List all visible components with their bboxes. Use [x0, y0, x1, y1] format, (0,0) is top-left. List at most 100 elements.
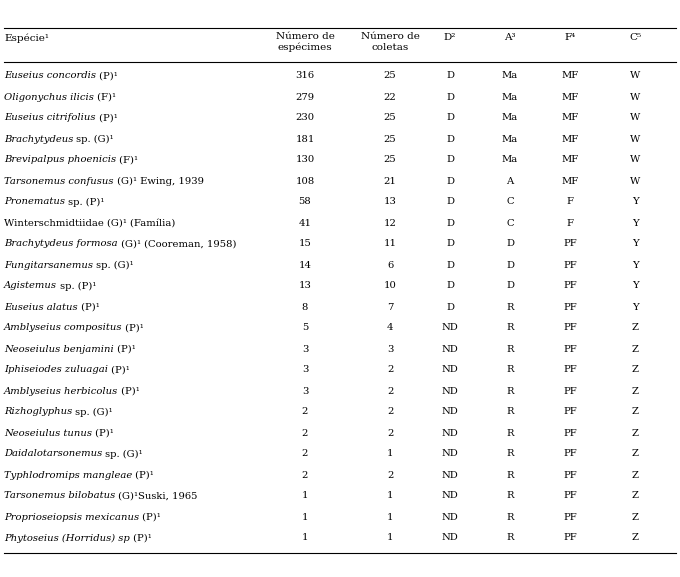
Text: 3: 3	[302, 387, 308, 395]
Text: 25: 25	[384, 134, 396, 144]
Text: 2: 2	[387, 387, 393, 395]
Text: Proprioseiopsis mexicanus: Proprioseiopsis mexicanus	[4, 512, 139, 522]
Text: 4: 4	[387, 324, 393, 332]
Text: Y: Y	[632, 282, 639, 290]
Text: PF: PF	[563, 344, 577, 354]
Text: R: R	[506, 387, 514, 395]
Text: D: D	[446, 72, 454, 81]
Text: D: D	[506, 282, 514, 290]
Text: Fungitarsanemus: Fungitarsanemus	[4, 260, 93, 269]
Text: 22: 22	[384, 92, 396, 102]
Text: (G)¹ Ewing, 1939: (G)¹ Ewing, 1939	[114, 177, 203, 186]
Text: ND: ND	[441, 492, 458, 500]
Text: 230: 230	[295, 114, 315, 122]
Text: ND: ND	[441, 470, 458, 479]
Text: PF: PF	[563, 492, 577, 500]
Text: (G)¹ (Cooreman, 1958): (G)¹ (Cooreman, 1958)	[118, 239, 236, 249]
Text: MF: MF	[562, 92, 579, 102]
Text: C: C	[506, 197, 514, 207]
Text: ND: ND	[441, 387, 458, 395]
Text: (P)¹: (P)¹	[92, 429, 114, 437]
Text: PF: PF	[563, 534, 577, 542]
Text: MF: MF	[562, 134, 579, 144]
Text: ND: ND	[441, 365, 458, 374]
Text: D: D	[446, 197, 454, 207]
Text: (P)¹: (P)¹	[122, 324, 144, 332]
Text: Y: Y	[632, 219, 639, 227]
Text: Z: Z	[632, 512, 639, 522]
Text: Número de
coletas: Número de coletas	[360, 32, 420, 52]
Text: R: R	[506, 344, 514, 354]
Text: 2: 2	[302, 407, 308, 417]
Text: R: R	[506, 512, 514, 522]
Text: D: D	[446, 155, 454, 164]
Text: ND: ND	[441, 407, 458, 417]
Text: (G)¹Suski, 1965: (G)¹Suski, 1965	[115, 492, 198, 500]
Text: D: D	[446, 177, 454, 185]
Text: R: R	[506, 407, 514, 417]
Text: Tarsonemus bilobatus: Tarsonemus bilobatus	[4, 492, 115, 500]
Text: sp. (G)¹: sp. (G)¹	[72, 407, 113, 417]
Text: Brachytydeus: Brachytydeus	[4, 134, 73, 144]
Text: 1: 1	[387, 534, 393, 542]
Text: D²: D²	[444, 33, 456, 43]
Text: (P)¹: (P)¹	[96, 72, 118, 81]
Text: R: R	[506, 534, 514, 542]
Text: 21: 21	[384, 177, 396, 185]
Text: 25: 25	[384, 72, 396, 81]
Text: C⁵: C⁵	[629, 33, 641, 43]
Text: R: R	[506, 449, 514, 459]
Text: Espécie¹: Espécie¹	[4, 33, 49, 43]
Text: Y: Y	[632, 302, 639, 312]
Text: ND: ND	[441, 324, 458, 332]
Text: 2: 2	[387, 429, 393, 437]
Text: Euseius alatus: Euseius alatus	[4, 302, 78, 312]
Text: A³: A³	[505, 33, 515, 43]
Text: F: F	[566, 197, 573, 207]
Text: PF: PF	[563, 365, 577, 374]
Text: R: R	[506, 302, 514, 312]
Text: W: W	[630, 114, 640, 122]
Text: 130: 130	[295, 155, 315, 164]
Text: 41: 41	[299, 219, 311, 227]
Text: Rizhoglyphus: Rizhoglyphus	[4, 407, 72, 417]
Text: PF: PF	[563, 429, 577, 437]
Text: 1: 1	[302, 512, 308, 522]
Text: Ma: Ma	[502, 114, 518, 122]
Text: W: W	[630, 134, 640, 144]
Text: Daidalotarsonemus: Daidalotarsonemus	[4, 449, 102, 459]
Text: sp. (P)¹: sp. (P)¹	[65, 197, 104, 207]
Text: PF: PF	[563, 470, 577, 479]
Text: 25: 25	[384, 114, 396, 122]
Text: MF: MF	[562, 155, 579, 164]
Text: 14: 14	[299, 260, 311, 269]
Text: Neoseiulus tunus: Neoseiulus tunus	[4, 429, 92, 437]
Text: Winterschmidtiidae (G)¹ (Família): Winterschmidtiidae (G)¹ (Família)	[4, 219, 175, 227]
Text: Amblyseius herbicolus: Amblyseius herbicolus	[4, 387, 118, 395]
Text: ND: ND	[441, 429, 458, 437]
Text: Z: Z	[632, 324, 639, 332]
Text: 108: 108	[295, 177, 315, 185]
Text: 25: 25	[384, 155, 396, 164]
Text: (P)¹: (P)¹	[118, 387, 140, 395]
Text: 15: 15	[299, 239, 311, 249]
Text: Y: Y	[632, 197, 639, 207]
Text: PF: PF	[563, 512, 577, 522]
Text: R: R	[506, 470, 514, 479]
Text: 6: 6	[387, 260, 393, 269]
Text: 2: 2	[387, 470, 393, 479]
Text: 316: 316	[295, 72, 315, 81]
Text: Z: Z	[632, 429, 639, 437]
Text: 2: 2	[302, 449, 308, 459]
Text: 13: 13	[384, 197, 396, 207]
Text: Agistemus: Agistemus	[4, 282, 57, 290]
Text: Brachytydeus formosa: Brachytydeus formosa	[4, 239, 118, 249]
Text: 1: 1	[387, 512, 393, 522]
Text: Y: Y	[632, 239, 639, 249]
Text: PF: PF	[563, 239, 577, 249]
Text: R: R	[506, 429, 514, 437]
Text: Amblyseius compositus: Amblyseius compositus	[4, 324, 122, 332]
Text: W: W	[630, 177, 640, 185]
Text: (F)¹: (F)¹	[94, 92, 116, 102]
Text: Ma: Ma	[502, 134, 518, 144]
